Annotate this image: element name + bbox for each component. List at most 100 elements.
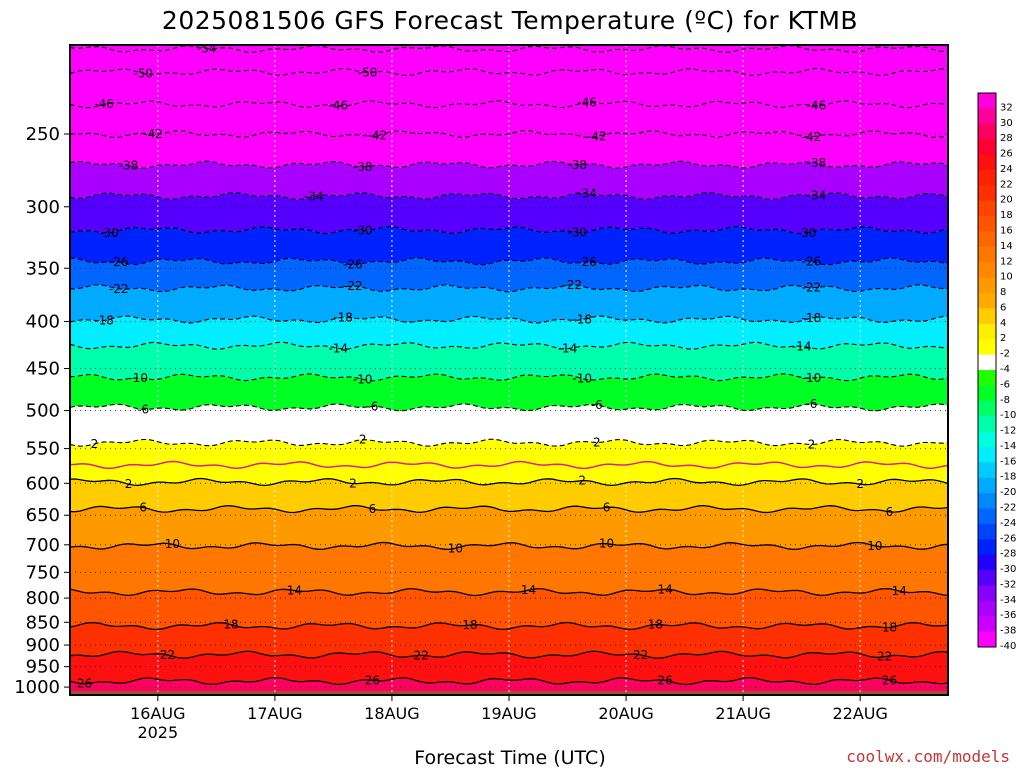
isotherm-label: -46	[577, 96, 597, 110]
isotherm-label: 26	[77, 677, 92, 691]
isotherm-label: -14	[792, 339, 812, 353]
temperature-band	[70, 439, 948, 469]
color-legend-label: -20	[1000, 487, 1016, 498]
color-legend-label: -24	[1000, 518, 1016, 529]
isotherm-label: -46	[94, 97, 114, 111]
y-tick-label: 350	[26, 258, 60, 279]
isotherm-label: -22	[109, 282, 129, 296]
x-tick-label: 19AUG	[481, 704, 536, 723]
y-tick-label: 300	[26, 197, 60, 218]
isotherm-label: -46	[806, 98, 826, 112]
y-tick-label: 550	[26, 439, 60, 460]
color-legend-swatch	[978, 554, 996, 571]
color-legend-label: 24	[1000, 164, 1013, 175]
isotherm-label: -38	[353, 160, 373, 174]
isotherm-line	[70, 341, 948, 350]
isotherm-label: 10	[867, 539, 882, 553]
isotherm-label: 10	[448, 541, 463, 555]
isotherm-line	[70, 160, 948, 169]
isotherm-label: -14	[558, 342, 578, 356]
color-legend-swatch	[978, 277, 996, 294]
isotherm-line	[70, 226, 948, 235]
isotherm-label: 18	[223, 618, 238, 632]
color-legend-frame	[977, 92, 997, 648]
isotherm-label: 2	[359, 433, 367, 447]
isotherm-label: -30	[797, 226, 817, 240]
color-legend-swatch	[978, 385, 996, 402]
color-legend-label: -36	[1000, 610, 1016, 621]
color-legend-swatch	[978, 123, 996, 140]
isotherm-label: -38	[806, 156, 826, 170]
color-legend-swatch	[978, 585, 996, 602]
isotherm-label: -34	[304, 189, 324, 203]
y-tick-label: 750	[26, 562, 60, 583]
color-legend-label: 12	[1000, 256, 1013, 267]
isotherm-contours	[70, 45, 948, 686]
isotherm-label: 14	[657, 582, 672, 596]
y-tick-label: 800	[26, 588, 60, 609]
isotherm-label: -26	[802, 254, 822, 268]
isotherm-label: 6	[603, 501, 611, 515]
color-legend-label: -10	[1000, 410, 1016, 421]
isotherm-label: -6	[137, 402, 149, 416]
isotherm-line	[70, 100, 948, 109]
color-legend-swatch	[978, 508, 996, 525]
color-legend-label: -38	[1000, 626, 1016, 637]
y-axis: 2503003504004505005506006507007508008509…	[14, 124, 70, 698]
isotherm-label: 6	[369, 502, 377, 516]
isotherm-line	[70, 438, 948, 447]
color-legend-swatch	[978, 154, 996, 171]
isotherm-label: 14	[892, 584, 907, 598]
color-legend-label: 28	[1000, 133, 1013, 144]
isotherm-line	[70, 650, 948, 659]
y-tick-label: 400	[26, 312, 60, 333]
isotherm-line	[70, 477, 948, 487]
color-legend-label: -12	[1000, 426, 1016, 437]
isotherm-label: 2	[808, 437, 816, 451]
isotherm-label: 14	[521, 583, 536, 597]
isotherm-line	[70, 504, 948, 514]
surface-terrain	[70, 691, 948, 695]
y-tick-label: 900	[26, 635, 60, 656]
isotherm-line	[70, 67, 948, 77]
color-legend-label: -16	[1000, 456, 1016, 467]
isotherm-label: 2	[125, 477, 133, 491]
credit-link[interactable]: coolwx.com/models	[846, 747, 1010, 766]
isotherm-label: 6	[886, 505, 894, 519]
isotherm-label: -18	[94, 313, 114, 327]
isotherm-label: 10	[599, 537, 614, 551]
isotherm-label: -38	[567, 158, 587, 172]
isotherm-label: -18	[333, 310, 353, 324]
color-legend-swatch	[978, 631, 996, 648]
isotherm-line	[70, 315, 948, 324]
isotherm-label: -42	[143, 127, 163, 141]
isotherm-line	[70, 676, 948, 686]
color-legend-swatch	[978, 539, 996, 556]
y-tick-label: 450	[26, 359, 60, 380]
isotherm-label: 2	[593, 435, 601, 449]
isotherm-label: -6	[805, 397, 817, 411]
isotherm-label: 2	[349, 477, 357, 491]
color-legend-label: 14	[1000, 241, 1013, 252]
color-legend-label: 2	[1000, 333, 1006, 344]
isotherm-line	[70, 460, 948, 470]
color-legend-swatch	[978, 216, 996, 232]
color-legend-label: 10	[1000, 272, 1013, 283]
x-tick-label: 22AUG	[832, 704, 887, 723]
isotherm-label: 26	[657, 673, 672, 687]
x-tick-label: 21AUG	[715, 704, 770, 723]
x-axis-label: Forecast Time (UTC)	[414, 747, 605, 768]
color-legend-label: -28	[1000, 549, 1016, 560]
color-legend-swatch	[978, 231, 996, 248]
isotherm-label: 18	[882, 620, 897, 634]
isotherm-line	[70, 257, 948, 266]
isotherm-label: 22	[160, 648, 175, 662]
color-legend-swatch	[978, 246, 996, 263]
y-tick-label: 600	[26, 473, 60, 494]
color-legend-swatch	[978, 400, 996, 417]
isotherm-label: -50	[133, 66, 153, 80]
